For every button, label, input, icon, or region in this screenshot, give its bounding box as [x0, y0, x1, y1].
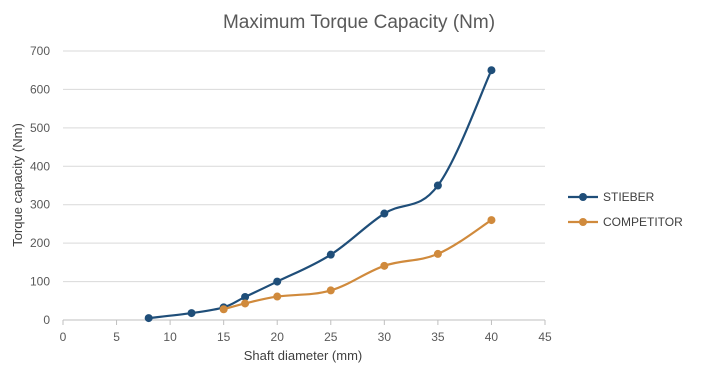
data-point-stieber-17	[241, 292, 250, 301]
x-tick-35: 35	[431, 330, 445, 344]
data-point-competitor-17	[241, 299, 250, 308]
legend-label-competitor: COMPETITOR	[603, 215, 683, 229]
x-tick-20: 20	[271, 330, 285, 344]
x-tick-5: 5	[113, 330, 120, 344]
series-line-stieber	[148, 69, 493, 320]
data-point-competitor-25	[326, 286, 335, 295]
legend-label-stieber: STIEBER	[603, 190, 655, 204]
y-tick-500: 500	[30, 121, 50, 135]
data-point-competitor-40	[487, 216, 496, 225]
x-tick-15: 15	[217, 330, 231, 344]
data-point-stieber-20	[273, 277, 282, 286]
y-axis-label: Torque capacity (Nm)	[10, 123, 25, 247]
y-tick-200: 200	[30, 236, 50, 250]
y-tick-labels: 0 100 200 300 400 500 600 700	[30, 44, 50, 327]
chart-title: Maximum Torque Capacity (Nm)	[223, 12, 495, 33]
data-point-stieber-30	[380, 209, 389, 218]
x-tick-40: 40	[485, 330, 499, 344]
y-tick-300: 300	[30, 198, 50, 212]
legend-marker-competitor	[579, 218, 587, 226]
x-tick-10: 10	[163, 330, 177, 344]
series-layer	[144, 66, 496, 323]
x-tick-45: 45	[538, 330, 552, 344]
data-point-stieber-40	[487, 66, 496, 75]
y-tick-600: 600	[30, 82, 50, 96]
gridlines	[62, 50, 546, 325]
y-tick-700: 700	[30, 44, 50, 58]
data-point-stieber-25	[326, 250, 335, 259]
data-point-stieber-12	[187, 309, 196, 318]
x-tick-labels: 0 5 10 15 20 25 30 35 40 45	[60, 330, 552, 344]
y-tick-0: 0	[43, 313, 50, 327]
data-point-competitor-30	[380, 261, 389, 270]
legend: STIEBER COMPETITOR	[568, 190, 683, 229]
data-point-competitor-15	[219, 305, 228, 314]
data-point-competitor-35	[433, 249, 442, 258]
x-tick-30: 30	[378, 330, 392, 344]
x-tick-0: 0	[60, 330, 67, 344]
data-point-stieber-35	[433, 181, 442, 190]
data-point-competitor-20	[273, 292, 282, 301]
data-point-stieber-8	[144, 314, 153, 323]
x-axis-label: Shaft diameter (mm)	[244, 348, 362, 363]
y-tick-100: 100	[30, 275, 50, 289]
x-tick-25: 25	[324, 330, 338, 344]
legend-marker-stieber	[579, 193, 587, 201]
y-tick-400: 400	[30, 159, 50, 173]
